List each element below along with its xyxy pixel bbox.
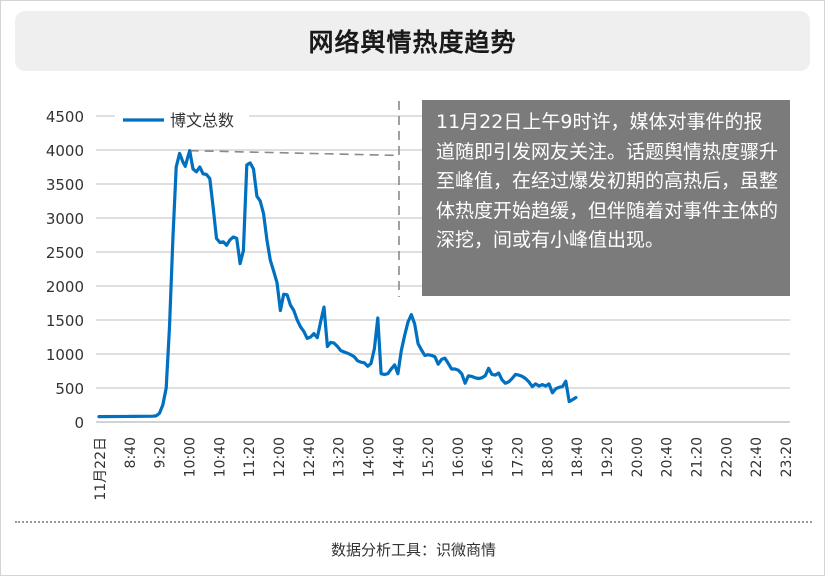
y-tick-label: 500: [55, 380, 84, 398]
x-tick-label: 20:00: [630, 437, 646, 477]
legend-label: 博文总数: [170, 111, 234, 130]
x-tick-label: 10:00: [182, 437, 198, 477]
x-tick-label: 16:40: [481, 437, 497, 477]
x-tick-label: 13:20: [332, 437, 348, 477]
y-tick-label: 1500: [46, 312, 84, 330]
x-tick-label: 22:00: [719, 437, 735, 477]
y-tick-label: 2000: [46, 278, 84, 296]
x-tick-label: 12:00: [272, 437, 288, 477]
y-tick-label: 1000: [46, 346, 84, 364]
x-tick-label: 22:40: [749, 437, 765, 477]
annotation-box: 11月22日上午9时许，媒体对事件的报道随即引发网友关注。话题舆情热度骤升至峰值…: [422, 100, 790, 296]
annotation-text: 11月22日上午9时许，媒体对事件的报道随即引发网友关注。话题舆情热度骤升至峰值…: [436, 111, 779, 251]
data-source: 数据分析工具：识微商情: [330, 541, 496, 559]
y-tick-label: 4000: [46, 142, 84, 160]
x-tick-label: 20:40: [660, 437, 676, 477]
x-tick-label: 9:20: [153, 437, 169, 468]
y-tick-label: 2500: [46, 244, 84, 262]
x-tick-label: 11月22日: [93, 437, 109, 501]
x-tick-label: 12:40: [302, 437, 318, 477]
title-banner: 网络舆情热度趋势: [15, 11, 810, 71]
y-tick-label: 3500: [46, 176, 84, 194]
x-tick-label: 14:40: [391, 437, 407, 477]
y-tick-label: 0: [74, 414, 84, 432]
series-line: [97, 149, 578, 419]
x-tick-label: 11:20: [242, 437, 258, 477]
x-tick-label: 16:00: [451, 437, 467, 477]
x-tick-label: 23:20: [779, 437, 795, 477]
x-tick-label: 17:20: [511, 437, 527, 477]
y-tick-label: 4500: [46, 108, 84, 126]
x-tick-label: 8:40: [123, 437, 139, 468]
peak-trend-line: [189, 149, 400, 157]
x-tick-label: 10:40: [212, 437, 228, 477]
footer-divider: [15, 521, 812, 523]
x-tick-label: 15:20: [421, 437, 437, 477]
x-tick-label: 18:00: [540, 437, 556, 477]
x-tick-label: 21:20: [690, 437, 706, 477]
x-tick-label: 19:20: [600, 437, 616, 477]
x-tick-label: 18:40: [570, 437, 586, 477]
x-tick-label: 14:00: [361, 437, 377, 477]
y-tick-label: 3000: [46, 210, 84, 228]
chart-title: 网络舆情热度趋势: [308, 28, 517, 57]
